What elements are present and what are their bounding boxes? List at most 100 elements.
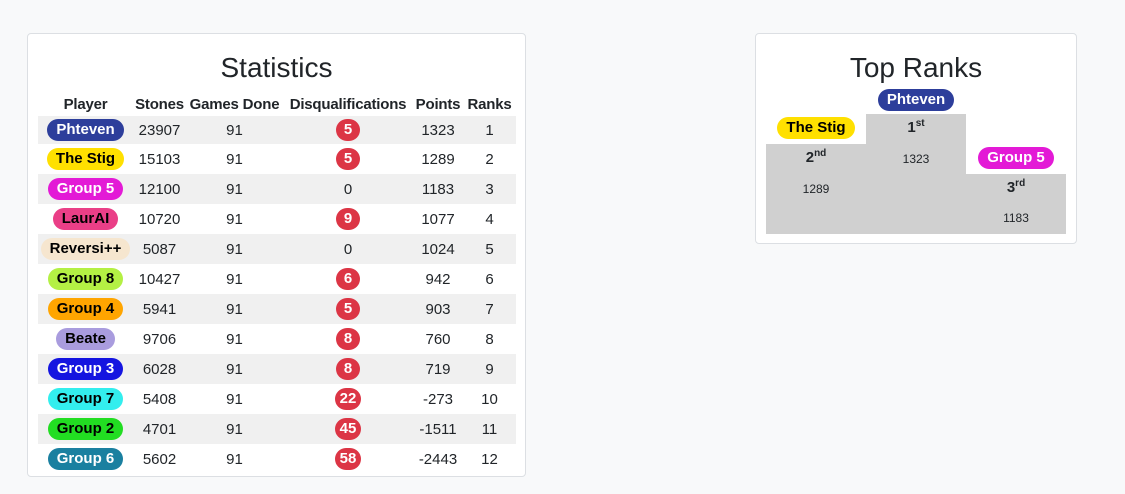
disqualification-value: 0: [343, 240, 353, 258]
podium-points: 1323: [902, 152, 930, 166]
statistics-header-row: Player Stones Games Done Disqualificatio…: [38, 92, 516, 116]
games-done-cell: 91: [226, 330, 243, 348]
disqualifications-cell: 9: [283, 204, 413, 234]
stones-cell: 5602: [142, 450, 177, 468]
rank-cell: 5: [485, 240, 494, 258]
disqualifications-cell: 45: [283, 414, 413, 444]
stones-cell: 6028: [142, 360, 177, 378]
stones-cell: 12100: [138, 180, 181, 198]
table-row: Group 6 5602 91 58 -2443 12: [38, 444, 516, 474]
podium-third-place: 3rd 1183: [966, 174, 1066, 234]
disqualifications-cell: 0: [283, 234, 413, 264]
points-cell: 1077: [421, 210, 455, 228]
table-row: Group 7 5408 91 22 -273 10: [38, 384, 516, 414]
disqualification-value: 0: [343, 180, 353, 198]
stones-cell: 4701: [142, 420, 177, 438]
player-badge: The Stig: [46, 148, 125, 170]
statistics-card: Statistics Player Stones Games Done Disq…: [27, 33, 526, 477]
header-games-done: Games Done: [189, 95, 280, 113]
stones-cell: 15103: [138, 150, 181, 168]
player-badge: Phteven: [877, 89, 955, 111]
table-row: Group 8 10427 91 6 942 6: [38, 264, 516, 294]
place-suffix: nd: [814, 148, 827, 159]
player-badge: Group 4: [47, 298, 124, 320]
points-cell: 760: [425, 330, 451, 348]
games-done-cell: 91: [226, 121, 243, 139]
games-done-cell: 91: [226, 180, 243, 198]
place-number: 2: [805, 149, 815, 166]
header-ranks: Ranks: [467, 95, 512, 113]
disqualification-badge: 6: [336, 268, 360, 290]
statistics-body: Phteven 23907 91 5 1323 1 The Stig 15103 91 5 1289…: [38, 116, 516, 474]
games-done-cell: 91: [226, 300, 243, 318]
player-badge: Group 2: [47, 418, 124, 440]
player-cell: Reversi++: [38, 234, 133, 264]
games-done-cell: 91: [226, 420, 243, 438]
table-row: Group 4 5941 91 5 903 7: [38, 294, 516, 324]
disqualifications-cell: 8: [283, 324, 413, 354]
rank-cell: 10: [481, 390, 498, 408]
disqualification-badge: 5: [336, 119, 360, 141]
table-row: LaurAI 10720 91 9 1077 4: [38, 204, 516, 234]
points-cell: 1289: [421, 150, 455, 168]
player-cell: Group 4: [38, 294, 133, 324]
table-row: Group 5 12100 91 0 1183 3: [38, 174, 516, 204]
player-cell: LaurAI: [38, 204, 133, 234]
stones-cell: 9706: [142, 330, 177, 348]
rank-cell: 1: [485, 121, 494, 139]
place-number: 3: [1006, 179, 1016, 196]
games-done-cell: 91: [226, 150, 243, 168]
stones-cell: 5408: [142, 390, 177, 408]
header-disqualifications: Disqualifications: [289, 95, 407, 113]
disqualifications-cell: 22: [283, 384, 413, 414]
header-player: Player: [63, 95, 108, 113]
rank-cell: 12: [481, 450, 498, 468]
table-row: Group 2 4701 91 45 -1511 11: [38, 414, 516, 444]
disqualification-badge: 8: [336, 358, 360, 380]
player-badge: The Stig: [777, 117, 855, 139]
disqualification-badge: 8: [336, 328, 360, 350]
rank-cell: 9: [485, 360, 494, 378]
stones-cell: 5941: [142, 300, 177, 318]
table-row: Beate 9706 91 8 760 8: [38, 324, 516, 354]
statistics-title: Statistics: [220, 52, 333, 83]
header-points: Points: [415, 95, 461, 113]
player-cell: Group 7: [38, 384, 133, 414]
place-suffix: rd: [1015, 178, 1026, 189]
disqualification-badge: 5: [336, 148, 360, 170]
rank-cell: 11: [481, 420, 498, 438]
disqualification-badge: 58: [334, 448, 362, 470]
disqualifications-cell: 58: [283, 444, 413, 474]
table-row: Phteven 23907 91 5 1323 1: [38, 116, 516, 144]
podium-first-place: 1st 1323: [866, 114, 966, 234]
games-done-cell: 91: [226, 240, 243, 258]
table-row: Reversi++ 5087 91 0 1024 5: [38, 234, 516, 264]
player-badge: Reversi++: [40, 238, 131, 260]
podium-place-label: 2nd: [766, 148, 866, 166]
stones-cell: 5087: [142, 240, 177, 258]
disqualification-badge: 5: [336, 298, 360, 320]
points-cell: 903: [425, 300, 451, 318]
disqualification-badge: 22: [334, 388, 362, 410]
podium-points: 1289: [802, 182, 830, 196]
rank-cell: 4: [485, 210, 494, 228]
rank-cell: 7: [485, 300, 494, 318]
place-number: 1: [907, 119, 916, 136]
player-cell: Group 6: [38, 444, 133, 474]
rank-cell: 2: [485, 150, 494, 168]
disqualifications-cell: 8: [283, 354, 413, 384]
table-row: Group 3 6028 91 8 719 9: [38, 354, 516, 384]
player-badge: Group 7: [47, 388, 124, 410]
statistics-table: Player Stones Games Done Disqualificatio…: [38, 92, 516, 474]
points-cell: 1183: [421, 180, 455, 198]
player-cell: The Stig: [38, 144, 133, 174]
disqualifications-cell: 0: [283, 174, 413, 204]
points-cell: 942: [425, 270, 451, 288]
player-cell: Group 2: [38, 414, 133, 444]
games-done-cell: 91: [226, 270, 243, 288]
player-badge: Group 5: [978, 147, 1054, 169]
points-cell: -2443: [418, 450, 458, 468]
disqualification-badge: 9: [336, 208, 360, 230]
disqualifications-cell: 5: [283, 116, 413, 144]
header-stones: Stones: [135, 95, 184, 113]
